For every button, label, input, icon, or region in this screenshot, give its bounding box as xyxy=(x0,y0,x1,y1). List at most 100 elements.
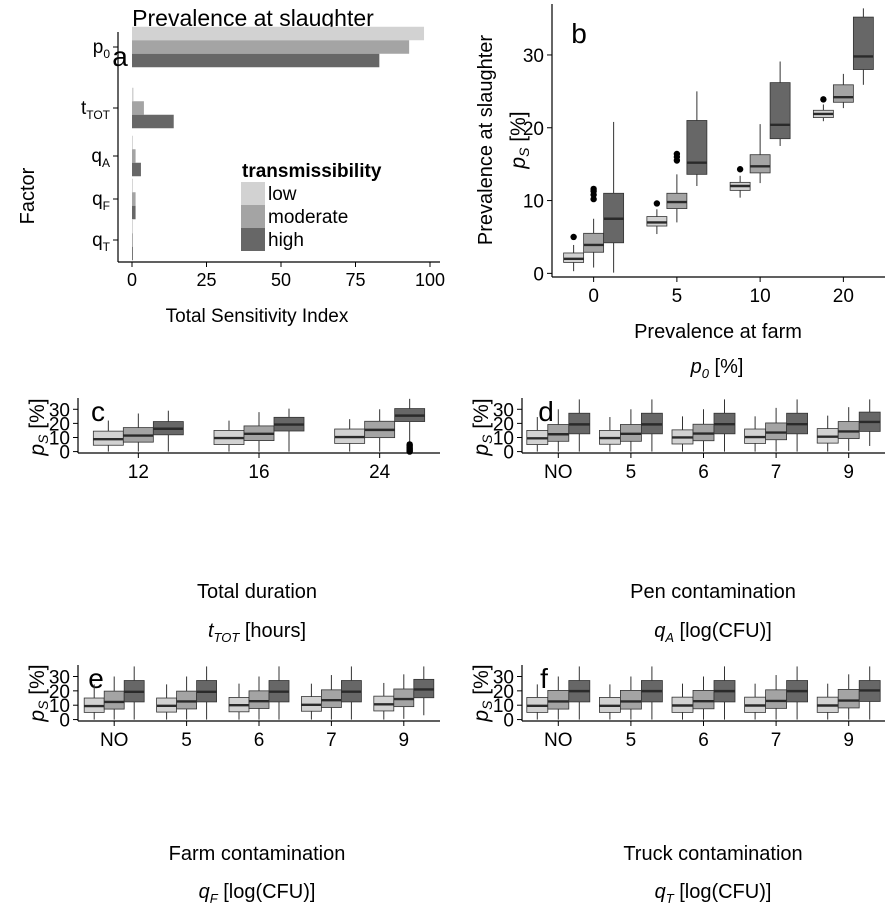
panel-b-ytick-label: 30 xyxy=(523,46,544,67)
panel-c-ytick-label: 20 xyxy=(49,414,70,435)
panel-f-xlabel: Truck contamination xyxy=(623,843,802,865)
panel-c-xtick-label: 12 xyxy=(128,462,149,483)
legend-swatch-low xyxy=(241,182,265,205)
panel-a-title: Prevalence at slaughter xyxy=(132,5,374,31)
panel-f-box-moderate-NO xyxy=(547,690,570,710)
panel-a-xtick-label: 50 xyxy=(271,270,291,290)
panel-e-xtick-label: 9 xyxy=(399,730,410,751)
legend-label-moderate: moderate xyxy=(268,207,348,228)
bar-low-4 xyxy=(132,219,133,234)
bar-moderate-0 xyxy=(132,40,410,54)
panel-c-ylabel: pS [%] xyxy=(26,398,51,456)
bar-high-4 xyxy=(132,246,133,261)
panel-d-xlabel: Pen contamination xyxy=(630,581,796,603)
panel-c-xlabel: Total duration xyxy=(197,581,317,603)
panel-d-box-moderate-9 xyxy=(837,421,860,440)
bar-moderate-2 xyxy=(132,149,136,163)
legend-swatch-moderate xyxy=(241,205,265,228)
panel-b-xtick-label: 20 xyxy=(833,286,854,307)
panel-e-ylabel: pS [%] xyxy=(26,664,51,722)
panel-f-xtick-label: 6 xyxy=(698,730,709,751)
bar-high-3 xyxy=(132,205,136,220)
panel-d-xtick-label: 9 xyxy=(843,462,854,483)
panel-d-ylabel: pS [%] xyxy=(470,398,495,456)
panel-d-xtick-label: NO xyxy=(544,462,573,483)
panel-c-xtick-label: 16 xyxy=(248,462,269,483)
panel-f-ylabel: pS [%] xyxy=(470,664,495,722)
panel-e-xtick-label: 7 xyxy=(326,730,337,751)
panel-b-ytick-label: 0 xyxy=(533,264,544,285)
panel-b-xtick-label: 5 xyxy=(672,286,683,307)
factor-label-1: tTOT xyxy=(81,98,111,122)
panel-c-ytick-label: 10 xyxy=(49,428,70,449)
panel-c-xlabel-var: tTOT [hours] xyxy=(208,620,306,645)
bar-high-2 xyxy=(132,162,141,177)
panel-b-box-moderate-20 xyxy=(832,84,854,103)
panel-b-box-moderate-10 xyxy=(749,154,771,174)
panel-d-box-moderate-NO xyxy=(547,424,570,442)
panel-c-ytick-label: 30 xyxy=(49,400,70,421)
panel-d-xtick-label: 5 xyxy=(626,462,637,483)
panel-b-ylabel: pS [%] xyxy=(507,111,532,169)
panel-d-xlabel-var: qA [log(CFU)] xyxy=(654,620,772,645)
panel-b-outlier xyxy=(820,96,827,103)
panel-b-outlier xyxy=(590,185,597,193)
panel-a-ylabel: Factor xyxy=(17,167,39,224)
panel-e-xlabel-var: qF [log(CFU)] xyxy=(199,881,316,906)
factor-label-3: qF xyxy=(92,189,110,213)
panel-b-box-high-20 xyxy=(852,16,874,70)
panel-f-box-moderate-6 xyxy=(692,690,715,710)
panel-f-xtick-label: 5 xyxy=(626,730,637,751)
panel-f-xtick-label: NO xyxy=(544,730,573,751)
panel-e-xlabel: Farm contamination xyxy=(169,843,346,865)
panel-b-box-high-5 xyxy=(686,120,708,175)
panel-e-ytick-label: 10 xyxy=(49,696,70,717)
panel-a-tag: a xyxy=(112,41,128,72)
legend-swatch-high xyxy=(241,228,265,251)
panel-a-xtick-label: 0 xyxy=(127,270,137,290)
panel-d-xtick-label: 7 xyxy=(771,462,782,483)
panel-a-xtick-label: 100 xyxy=(415,270,445,290)
panel-f-tag: f xyxy=(540,663,548,694)
panel-b-ytick-label: 10 xyxy=(523,192,544,213)
panel-e-box-moderate-NO xyxy=(103,690,125,710)
panel-b-outlier xyxy=(653,200,661,207)
bar-moderate-1 xyxy=(132,101,144,115)
bar-low-3 xyxy=(132,178,133,193)
bar-high-0 xyxy=(132,53,380,68)
factor-label-2: qA xyxy=(91,146,110,170)
panel-b-ylabel-outer: Prevalence at slaughter xyxy=(475,35,497,245)
panel-e-box-moderate-9 xyxy=(393,688,415,708)
bar-moderate-4 xyxy=(132,233,133,247)
panel-b-outlier xyxy=(570,233,577,241)
panel-c-tag: c xyxy=(91,396,105,427)
panel-b-outlier xyxy=(673,150,681,158)
panel-e-xtick-label: 6 xyxy=(254,730,265,751)
panel-b-xlabel: Prevalence at farm xyxy=(634,321,802,343)
legend-label-high: high xyxy=(268,230,304,251)
panel-d-ytick-label: 20 xyxy=(493,414,514,435)
panel-f-ytick-label: 0 xyxy=(503,711,514,732)
bar-low-2 xyxy=(132,135,133,150)
panel-d-ytick-label: 10 xyxy=(493,428,514,449)
panel-f-xtick-label: 7 xyxy=(771,730,782,751)
panel-c-outlier xyxy=(406,441,413,448)
panel-b-ytick-label: 20 xyxy=(523,119,544,140)
panel-a-xtick-label: 25 xyxy=(196,270,216,290)
panel-d-tag: d xyxy=(538,396,554,427)
panel-e-xtick-label: NO xyxy=(100,730,129,751)
panel-e-xtick-label: 5 xyxy=(181,730,192,751)
panel-f-ytick-label: 10 xyxy=(493,696,514,717)
panel-b-box-moderate-0 xyxy=(583,232,605,253)
factor-label-0: p0 xyxy=(93,37,111,61)
legend-title: transmissibility xyxy=(242,161,382,182)
panel-e-box-moderate-5 xyxy=(176,690,198,710)
panel-e-ytick-label: 0 xyxy=(59,711,70,732)
panel-d-ytick-label: 30 xyxy=(493,400,514,421)
panel-f-xtick-label: 9 xyxy=(843,730,854,751)
panel-f-ytick-label: 20 xyxy=(493,682,514,703)
panel-e-tag: e xyxy=(88,663,104,694)
panel-b-outlier xyxy=(736,166,744,173)
panel-a-xlabel: Total Sensitivity Index xyxy=(166,306,349,327)
